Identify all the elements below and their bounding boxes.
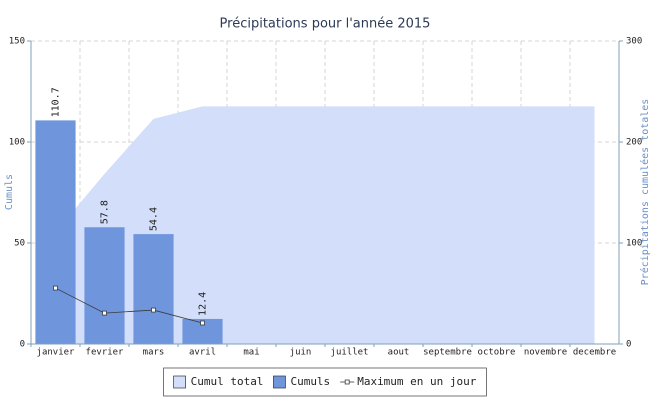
x-tick-label: septembre — [423, 348, 472, 358]
legend-label: Maximum en un jour — [357, 375, 477, 388]
y2-tick-label: 100 — [626, 239, 642, 249]
line — [55, 287, 203, 324]
bar — [84, 227, 125, 344]
legend-box — [163, 367, 487, 397]
line-marker — [151, 307, 156, 313]
bar — [35, 120, 76, 344]
x-tick-label: janvier — [37, 348, 76, 358]
x-tick-label: mars — [143, 348, 165, 358]
legend-label: Cumul total — [191, 375, 264, 388]
legend-swatch — [344, 379, 350, 385]
line-marker — [200, 320, 205, 326]
x-tick-label: mai — [243, 348, 259, 358]
value-label: 54.4 — [149, 207, 160, 231]
value-label: 110.7 — [51, 87, 62, 117]
y-tick-label: 50 — [14, 239, 25, 249]
x-tick-label: octobre — [478, 348, 516, 358]
y2-tick-label: 200 — [626, 138, 642, 148]
bar — [133, 234, 174, 344]
x-tick-label: juin — [290, 348, 312, 358]
y-tick-label: 100 — [9, 138, 25, 148]
y-axis-title: Cumuls — [4, 174, 15, 210]
line-marker — [53, 285, 58, 291]
y-tick-label: 150 — [9, 37, 25, 47]
area — [55, 106, 595, 344]
line-marker — [102, 310, 107, 316]
legend: Cumul total Cumuls Maximum en un jour — [163, 367, 487, 397]
x-tick-label: juillet — [331, 348, 369, 358]
x-tick-label: avril — [189, 348, 216, 358]
y-tick-label: 0 — [20, 340, 25, 350]
legend-label: Cumuls — [290, 375, 330, 388]
x-tick-label: novembre — [524, 348, 567, 358]
y2-axis-title: Précipitations cumulées totales — [639, 99, 650, 286]
y2-tick-label: 0 — [626, 340, 631, 350]
x-tick-label: decembre — [573, 348, 616, 358]
x-tick-label: aout — [388, 348, 410, 358]
value-label: 57.8 — [100, 200, 111, 224]
chart-title: Précipitations pour l'année 2015 — [220, 17, 431, 32]
legend-swatch — [173, 375, 186, 389]
x-tick-label: fevrier — [86, 348, 125, 358]
legend-swatch — [273, 375, 286, 389]
value-label: 12.4 — [198, 292, 209, 316]
y2-tick-label: 300 — [626, 37, 642, 47]
